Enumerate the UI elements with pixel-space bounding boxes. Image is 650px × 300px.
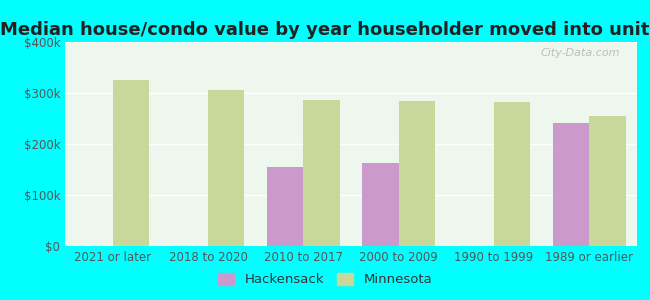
- Bar: [398, 100, 435, 246]
- Bar: [208, 90, 244, 246]
- Bar: [553, 123, 590, 246]
- Text: City-Data.com: City-Data.com: [540, 48, 620, 58]
- Text: Median house/condo value by year householder moved into unit: Median house/condo value by year househo…: [0, 21, 650, 39]
- Bar: [112, 80, 149, 246]
- Bar: [363, 164, 398, 246]
- Bar: [590, 116, 625, 246]
- Bar: [494, 102, 530, 246]
- Bar: [304, 100, 339, 246]
- Legend: Hackensack, Minnesota: Hackensack, Minnesota: [214, 269, 436, 290]
- Bar: [267, 167, 304, 246]
